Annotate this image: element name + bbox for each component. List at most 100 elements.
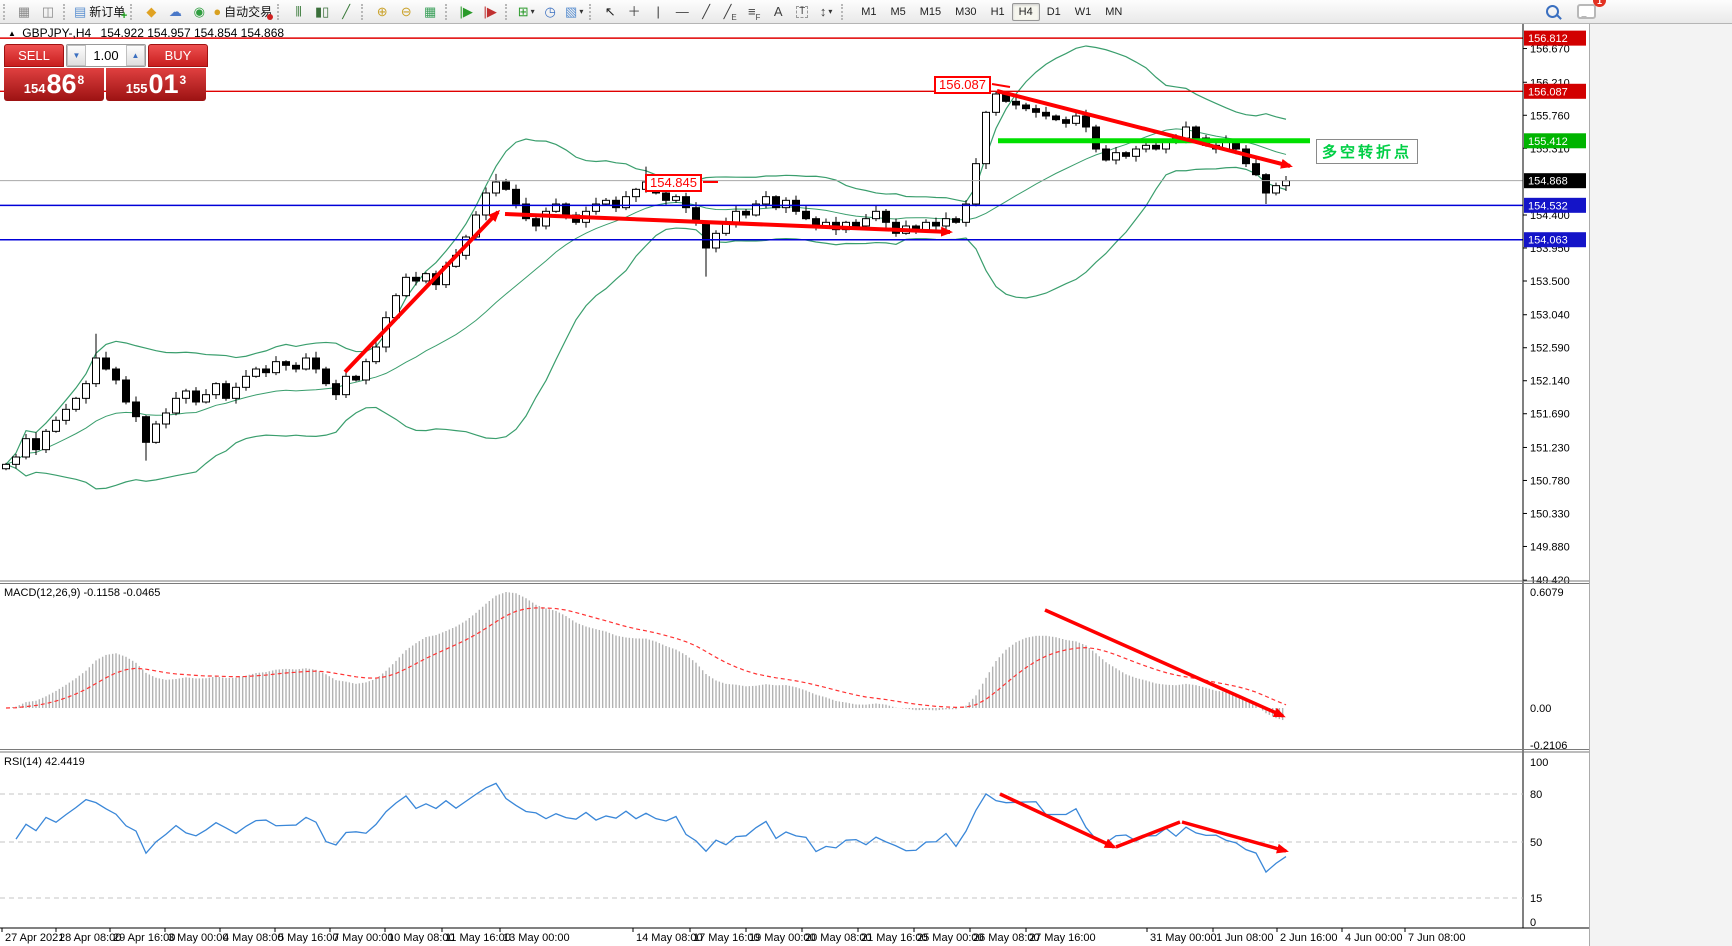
cursor-icon[interactable]: ↖ [604,4,616,19]
svg-text:7 Jun 08:00: 7 Jun 08:00 [1408,932,1466,944]
toolbar-grip [361,3,366,20]
svg-text:153.500: 153.500 [1530,276,1570,288]
volume-down-button[interactable]: ▼ [67,45,86,66]
svg-text:152.590: 152.590 [1530,343,1570,355]
crosshair-icon[interactable]: ＋ [627,4,641,19]
bar-chart-mode-icon[interactable]: ||| [295,5,302,17]
search-icon [1545,4,1559,18]
svg-text:25 May 00:00: 25 May 00:00 [917,932,984,944]
timeframe-w1[interactable]: W1 [1074,5,1092,18]
fibonacci-icon[interactable]: ≡ F [747,4,761,22]
line-chart-mode-icon[interactable]: ╱ [342,4,351,19]
chart-title: ▲ GBPJPY-,H4 154.922 154.957 154.854 154… [8,26,284,40]
signals-icon[interactable]: ◉ [193,4,205,19]
svg-text:0: 0 [1530,917,1536,929]
trendline-icon[interactable]: ╱ [702,4,711,19]
timeframe-m30[interactable]: M30 [955,5,977,18]
svg-text:26 May 08:00: 26 May 08:00 [973,932,1040,944]
svg-text:4 May 08:00: 4 May 08:00 [223,932,284,944]
timeframe-h4[interactable]: H4 [1011,2,1040,21]
toolbar-groups: ▦ ◫ ▤ + 新订单 ◆ ☁ ◉ ● 自动交易 ||| ▮▯ ╱ ⊕ ⊖ ▦ |▶ |▶ ⊞ ▾ ◷ ▧ ▾ ↖ ＋ | — ╱ ╱ E… [0,1,838,23]
toolbar-grip [3,3,8,20]
svg-text:80: 80 [1530,789,1542,801]
buy-price-pip: 3 [179,72,187,87]
volume-stepper: ▼ 1.00 ▲ [66,44,146,67]
timeframe-m5[interactable]: M5 [890,5,906,18]
timeframe-d1[interactable]: D1 [1046,5,1061,18]
svg-text:150.780: 150.780 [1530,475,1570,487]
autotrade-button[interactable]: ● 自动交易 [213,4,274,20]
svg-text:19 May 00:00: 19 May 00:00 [749,932,816,944]
svg-text:5 May 16:00: 5 May 16:00 [278,932,339,944]
text-label-icon[interactable]: T [790,2,814,22]
text-icon[interactable]: A [773,4,783,19]
sell-button[interactable]: SELL [4,44,64,67]
svg-text:10 May 08:00: 10 May 08:00 [388,932,455,944]
svg-text:2 Jun 16:00: 2 Jun 16:00 [1280,932,1338,944]
svg-text:156.087: 156.087 [1528,86,1568,98]
channel-icon[interactable]: ╱ E [723,4,737,22]
zoom-in-icon[interactable]: ⊕ [376,4,388,19]
svg-text:15: 15 [1530,893,1542,905]
collapse-triangle-icon[interactable]: ▲ [8,29,16,38]
auto-scroll-icon[interactable]: |▶ [459,4,473,19]
vertical-line-icon[interactable]: | [656,4,660,19]
tile-windows-icon[interactable]: ▦ [424,4,437,19]
svg-text:152.140: 152.140 [1530,376,1570,388]
svg-text:13 May 00:00: 13 May 00:00 [503,932,570,944]
indicators-icon[interactable]: ⊞ ▾ [517,4,535,19]
svg-text:27 May 16:00: 27 May 16:00 [1029,932,1096,944]
svg-text:0.6079: 0.6079 [1530,587,1564,599]
notifications-button[interactable]: 1 [1574,0,1606,21]
timeframe-h1[interactable]: H1 [990,5,1005,18]
chart-shift-icon[interactable]: |▶ [483,4,497,19]
workspace-void [1589,23,1732,946]
turning-point-note[interactable]: 多空转折点 [1316,139,1419,164]
profiles-window-icon[interactable]: ◫ [41,4,55,19]
rsi-indicator-label: RSI(14) 42.4419 [4,756,85,768]
svg-text:21 May 16:00: 21 May 16:00 [861,932,928,944]
market-icon[interactable]: ◆ [146,4,157,19]
timeframe-m15[interactable]: M15 [919,5,942,18]
toolbar-grip [445,3,450,20]
macd-indicator-label: MACD(12,26,9) -0.1158 -0.0465 [4,587,161,599]
svg-text:28 Apr 08:00: 28 Apr 08:00 [59,932,121,944]
arrows-tool-icon[interactable]: ↕ ▾ [819,4,833,19]
templates-icon[interactable]: ▧ ▾ [565,4,584,19]
timeframe-m1[interactable]: M1 [861,5,877,18]
buy-price-head: 155 [125,81,148,96]
toolbar-grip [63,3,68,20]
buy-button[interactable]: BUY [148,44,208,67]
buy-price-display[interactable]: 155 01 3 [106,68,206,101]
timeframe-toolbar: M1 M5 M15 M30 H1 H4 D1 W1 MN [854,2,1129,21]
svg-text:151.230: 151.230 [1530,442,1570,454]
chart-symbol-period: GBPJPY-,H4 [22,26,92,40]
svg-text:154.532: 154.532 [1528,200,1568,212]
svg-text:17 May 16:00: 17 May 16:00 [693,932,760,944]
timeframe-mn[interactable]: MN [1105,5,1123,18]
price-annotation-156087[interactable]: 156.087 [934,76,991,94]
community-icon[interactable]: ☁ [168,4,182,19]
svg-text:3 May 00:00: 3 May 00:00 [168,932,229,944]
volume-input[interactable]: 1.00 [93,48,119,63]
candlestick-mode-icon[interactable]: ▮▯ [315,4,330,19]
periods-icon[interactable]: ◷ [544,4,556,19]
zoom-out-icon[interactable]: ⊖ [400,4,412,19]
sell-price-pip: 8 [77,72,85,87]
price-annotation-154845[interactable]: 154.845 [645,174,702,192]
search-button[interactable] [1540,1,1564,21]
horizontal-line-icon[interactable]: — [675,4,689,19]
toolbar-grip [505,3,510,20]
sell-price-display[interactable]: 154 86 8 [4,68,104,101]
svg-text:156.670: 156.670 [1530,44,1570,56]
svg-text:1 Jun 08:00: 1 Jun 08:00 [1216,932,1274,944]
volume-up-button[interactable]: ▲ [126,45,145,66]
chart-window-icon[interactable]: ▦ [17,4,31,19]
toolbar-grip [130,3,135,20]
notification-badge: 1 [1593,0,1606,7]
new-order-button[interactable]: ▤ + 新订单 [74,4,128,22]
svg-text:31 May 00:00: 31 May 00:00 [1150,932,1217,944]
svg-text:155.760: 155.760 [1530,110,1570,122]
chat-bubble-icon [1576,3,1596,19]
